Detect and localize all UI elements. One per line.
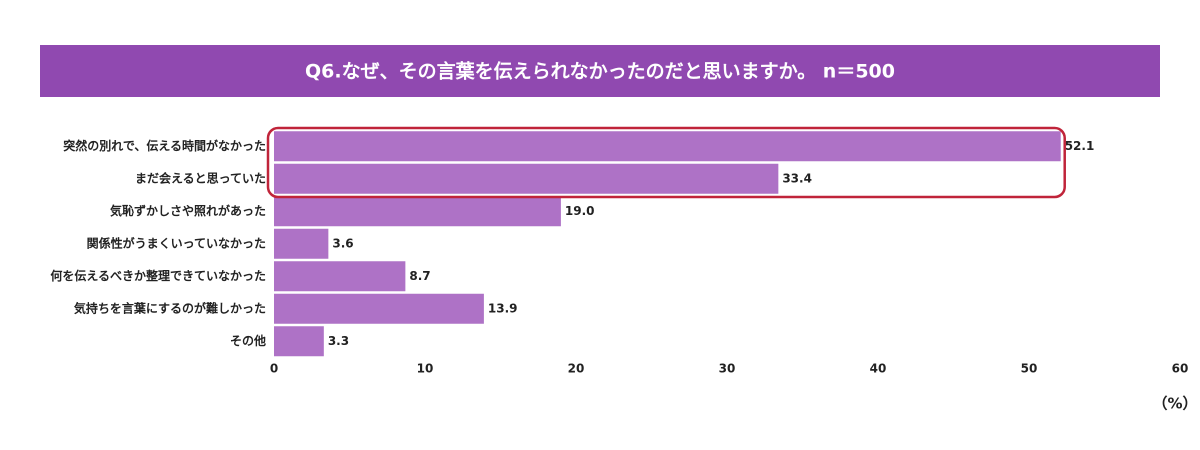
x-tick-label: 40 bbox=[870, 362, 887, 376]
bar bbox=[274, 261, 406, 292]
bar bbox=[274, 131, 1061, 162]
x-tick-label: 0 bbox=[270, 362, 278, 376]
value-label: 3.6 bbox=[332, 236, 353, 250]
bar bbox=[274, 163, 779, 194]
bar bbox=[274, 326, 324, 357]
chart-title: Q6.なぜ、その言葉を伝えられなかったのだと思いますか。 n＝500 bbox=[305, 60, 895, 83]
y-tick-label: 気恥ずかしさや照れがあった bbox=[110, 203, 266, 218]
title-banner bbox=[40, 45, 1160, 97]
value-label: 33.4 bbox=[782, 171, 812, 185]
bar bbox=[274, 293, 484, 324]
x-tick-label: 20 bbox=[568, 362, 585, 376]
y-tick-label: 関係性がうまくいっていなかった bbox=[87, 235, 266, 250]
x-tick-label: 10 bbox=[417, 362, 434, 376]
x-tick-label: 60 bbox=[1172, 362, 1189, 376]
value-label: 52.1 bbox=[1065, 139, 1095, 153]
x-axis-unit: （%） bbox=[1152, 395, 1197, 413]
bar bbox=[274, 228, 329, 259]
y-tick-label: まだ会えると思っていた bbox=[135, 170, 266, 185]
value-label: 13.9 bbox=[488, 301, 518, 315]
x-tick-label: 50 bbox=[1021, 362, 1038, 376]
highlight-frame bbox=[266, 126, 1066, 199]
bar bbox=[274, 196, 561, 227]
y-tick-label: その他 bbox=[230, 333, 266, 348]
value-label: 19.0 bbox=[565, 204, 595, 218]
value-label: 3.3 bbox=[328, 334, 349, 348]
y-tick-label: 何を伝えるべきか整理できていなかった bbox=[50, 268, 266, 283]
x-tick-label: 30 bbox=[719, 362, 736, 376]
y-tick-label: 気持ちを言葉にするのが難しかった bbox=[74, 300, 266, 315]
y-tick-label: 突然の別れで、伝える時間がなかった bbox=[63, 138, 266, 153]
value-label: 8.7 bbox=[409, 269, 430, 283]
